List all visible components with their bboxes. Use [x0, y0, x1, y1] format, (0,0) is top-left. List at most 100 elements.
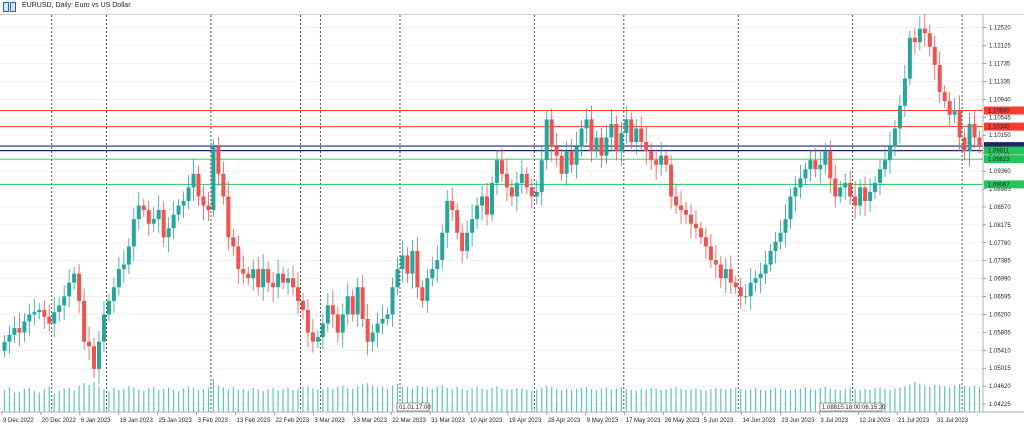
- price-tick-label: 1.10940: [989, 97, 1011, 103]
- bear-candle: [360, 287, 365, 319]
- volume-bar: [123, 388, 125, 412]
- volume-bar: [814, 389, 816, 412]
- volume-bar: [247, 390, 249, 412]
- volume-bar: [590, 389, 593, 412]
- bull-candle: [619, 132, 624, 152]
- volume-bar: [68, 387, 70, 412]
- time-tick-label: 3 Mar 2023: [314, 418, 345, 424]
- volume-bar: [630, 390, 632, 412]
- bull-candle: [136, 205, 141, 220]
- bull-candle: [519, 173, 524, 183]
- level-label-box: [984, 106, 1024, 115]
- time-tick-label: 12 Jul 2023: [859, 418, 891, 424]
- bear-candle: [256, 269, 261, 288]
- volume-bar: [406, 387, 409, 412]
- volume-bar: [476, 386, 478, 412]
- price-tick-label: 1.08570: [989, 205, 1011, 211]
- bull-candle: [370, 332, 375, 342]
- volume-bar: [750, 388, 752, 412]
- bull-candle: [470, 219, 475, 233]
- volume-bar: [207, 388, 210, 412]
- volume-bar: [18, 391, 21, 412]
- bear-candle: [42, 309, 47, 317]
- bull-candle: [858, 187, 863, 206]
- volume-bar: [192, 388, 195, 412]
- bull-candle: [345, 296, 350, 315]
- bull-candle: [873, 182, 878, 192]
- bull-candle: [793, 187, 798, 197]
- volume-bar: [725, 389, 727, 412]
- volume-bar: [804, 387, 807, 412]
- volume-bar: [690, 389, 692, 412]
- volume-bar: [954, 385, 956, 412]
- time-tick-label: 25 Jan 2023: [159, 418, 193, 424]
- volume-bar: [899, 387, 901, 412]
- volume-bar: [312, 388, 314, 412]
- volume-bar: [411, 388, 414, 412]
- volume-bar: [108, 391, 110, 412]
- bear-candle: [863, 187, 868, 202]
- volume-bar: [103, 389, 105, 412]
- bear-candle: [529, 187, 534, 197]
- candlesticks: [2, 13, 982, 384]
- bull-candle: [400, 255, 405, 270]
- bull-candle: [286, 278, 291, 283]
- bull-candle: [475, 205, 480, 220]
- bull-candle: [634, 128, 639, 143]
- bull-candle: [768, 250, 773, 265]
- volume-bar: [566, 388, 568, 412]
- volume-bar: [760, 389, 762, 412]
- bull-candle: [425, 278, 430, 301]
- bull-candle: [375, 323, 380, 333]
- bear-candle: [305, 309, 310, 333]
- volume-bar: [347, 388, 349, 412]
- bull-candle: [121, 264, 126, 270]
- bear-candle: [82, 300, 87, 342]
- bull-candle: [788, 196, 793, 220]
- bear-candle: [146, 210, 151, 224]
- volume-bar: [481, 388, 483, 412]
- bull-candle: [887, 146, 892, 161]
- volume-bar: [521, 388, 523, 412]
- volume-bar: [884, 388, 886, 412]
- volume-bar: [859, 390, 861, 412]
- volume-bar: [232, 387, 234, 412]
- bull-candle: [902, 78, 907, 106]
- volume-bar: [257, 389, 259, 412]
- bear-candle: [405, 255, 410, 274]
- volume-bar: [202, 389, 205, 412]
- bear-candle: [460, 232, 465, 251]
- volume-bar: [919, 383, 921, 412]
- bull-candle: [897, 105, 902, 129]
- bear-candle: [455, 210, 460, 233]
- volume-bar: [431, 388, 433, 412]
- bear-candle: [206, 205, 211, 211]
- volume-bar: [864, 388, 866, 412]
- bear-candle: [221, 173, 226, 197]
- volume-bar: [844, 388, 846, 412]
- volume-bar: [352, 388, 354, 412]
- bull-candle: [480, 196, 485, 206]
- volume-bar: [38, 392, 40, 412]
- bull-candle: [753, 278, 758, 283]
- volume-bar: [53, 393, 55, 412]
- volume-bar: [774, 388, 777, 412]
- volume-bar: [143, 390, 145, 412]
- bull-candle: [340, 314, 345, 333]
- volume-bar: [93, 382, 95, 412]
- volume-bar: [929, 386, 931, 412]
- volume-bar: [168, 387, 170, 412]
- bull-candle: [490, 182, 494, 215]
- volume-bar: [78, 385, 80, 412]
- bull-candle: [72, 273, 77, 283]
- volume-bar: [650, 388, 652, 412]
- bear-candle: [236, 246, 241, 270]
- volume-bar: [914, 382, 916, 412]
- volume-bar: [939, 385, 941, 412]
- bear-candle: [17, 328, 22, 333]
- bear-candle: [688, 214, 693, 224]
- bull-candle: [380, 318, 385, 324]
- bear-candle: [664, 155, 669, 165]
